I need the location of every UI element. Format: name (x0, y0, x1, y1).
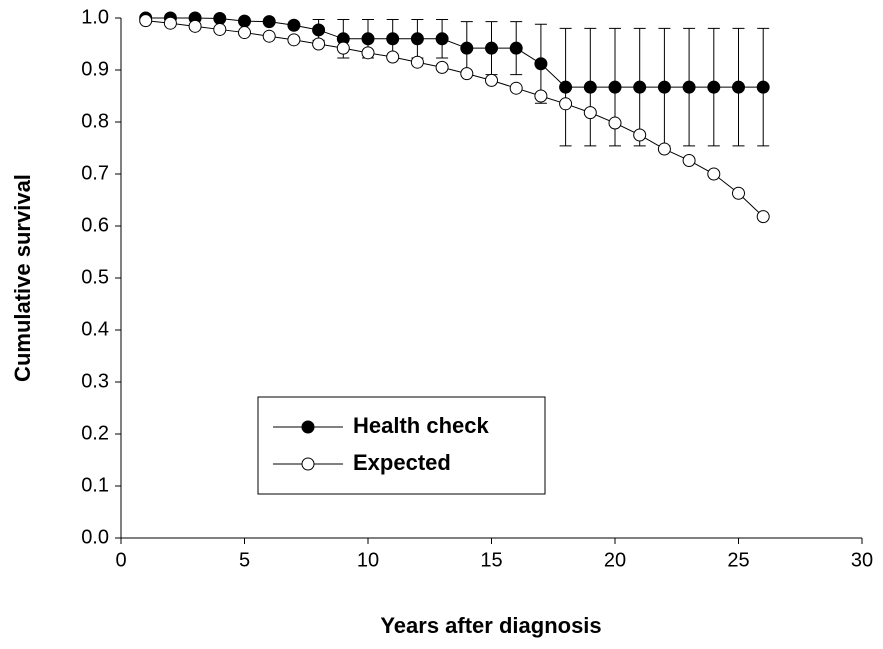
data-point (238, 26, 251, 40)
data-point (756, 210, 770, 224)
y-tick-label: 0.2 (81, 422, 109, 444)
x-tick-label: 25 (727, 549, 749, 571)
data-point (262, 29, 276, 43)
y-tick-label: 1.0 (81, 6, 109, 28)
data-point (460, 41, 474, 55)
data-point (756, 80, 770, 94)
data-point (707, 80, 721, 94)
data-point (386, 32, 400, 46)
data-point (213, 22, 227, 36)
data-point (657, 142, 671, 156)
data-point (732, 186, 745, 200)
data-point (682, 153, 696, 167)
data-point (238, 14, 251, 28)
legend-label: Health check (353, 413, 489, 438)
y-tick-label: 0.0 (81, 526, 109, 548)
data-point (485, 73, 498, 87)
data-point (633, 80, 647, 94)
data-point (139, 14, 153, 28)
x-tick-label: 30 (851, 549, 873, 571)
data-point (386, 50, 400, 64)
y-tick-label: 0.9 (81, 58, 109, 80)
data-point (534, 57, 548, 71)
data-point (410, 32, 424, 46)
data-point (608, 116, 622, 130)
data-point (682, 80, 696, 94)
y-axis-title: Cumulative survival (10, 174, 35, 382)
data-point (583, 106, 597, 120)
y-tick-label: 0.6 (81, 214, 109, 236)
data-point (410, 55, 424, 69)
data-point (633, 128, 647, 142)
data-point (163, 16, 177, 30)
data-point (608, 80, 622, 94)
x-tick-label: 15 (480, 549, 502, 571)
x-axis-title: Years after diagnosis (380, 613, 601, 638)
y-tick-label: 0.5 (81, 266, 109, 288)
y-tick-label: 0.3 (81, 370, 109, 392)
data-point (287, 18, 301, 32)
data-point (583, 80, 597, 94)
data-point (435, 32, 449, 46)
x-tick-label: 10 (357, 549, 379, 571)
data-point (287, 33, 301, 47)
data-point (509, 81, 523, 95)
data-point (657, 80, 671, 94)
data-point (732, 80, 745, 94)
data-point (361, 46, 375, 60)
data-point (559, 97, 573, 111)
legend-marker (301, 420, 315, 434)
legend-box (257, 396, 546, 495)
data-point (435, 60, 449, 74)
data-point (534, 89, 548, 103)
y-tick-label: 0.8 (81, 110, 109, 132)
y-tick-label: 0.4 (81, 318, 109, 340)
data-point (361, 32, 375, 46)
data-point (559, 80, 573, 94)
data-point (707, 167, 721, 181)
data-point (262, 15, 276, 29)
data-point (460, 67, 474, 81)
y-tick-label: 0.7 (81, 162, 109, 184)
legend-label: Expected (353, 450, 451, 475)
series-line (145, 20, 764, 218)
legend-marker (301, 457, 315, 471)
data-point (312, 23, 326, 37)
data-point (188, 19, 202, 33)
data-point (336, 41, 350, 55)
y-tick-label: 0.1 (81, 474, 109, 496)
data-point (213, 12, 227, 26)
series-line (145, 17, 764, 88)
data-point (312, 37, 326, 51)
x-tick-label: 20 (604, 549, 626, 571)
data-point (485, 41, 498, 55)
data-point (509, 41, 523, 55)
x-tick-label: 0 (115, 549, 126, 571)
x-tick-label: 5 (239, 549, 250, 571)
